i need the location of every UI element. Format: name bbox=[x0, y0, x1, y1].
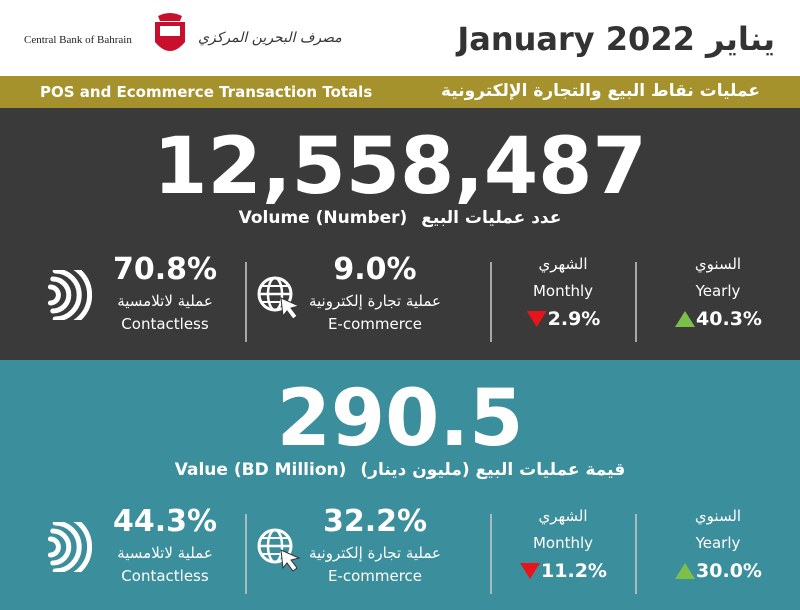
total-label: Volume (Number) عدد عمليات البيع bbox=[239, 208, 562, 228]
big-number: 12,558,487 bbox=[153, 122, 647, 212]
monthly-label-en: Monthly bbox=[532, 534, 594, 552]
contactless-value: 70.8% bbox=[112, 252, 218, 287]
bank-name-ar: مصرف البحرين المركزي bbox=[198, 30, 342, 46]
bank-name-en: Central Bank of Bahrain bbox=[24, 34, 132, 46]
value-section bbox=[0, 360, 800, 610]
change-value: 30.0% bbox=[696, 560, 762, 582]
yearly-change: 30.0% bbox=[674, 560, 762, 582]
contactless-icon bbox=[47, 522, 92, 572]
ecommerce-label-ar: عملية تجارة إلكترونية bbox=[308, 544, 442, 562]
contactless-value: 44.3% bbox=[112, 504, 218, 539]
logo bbox=[155, 13, 185, 51]
monthly-label-ar: الشهري bbox=[538, 255, 588, 273]
banner bbox=[0, 76, 800, 108]
arrow-down bbox=[526, 311, 547, 327]
yearly-label-ar: السنوي bbox=[694, 507, 742, 525]
change-value: 11.2% bbox=[541, 560, 607, 582]
ecommerce-value: 9.0% bbox=[333, 252, 417, 287]
globe-icon bbox=[257, 528, 301, 572]
monthly-change: 11.2% bbox=[519, 560, 607, 582]
yearly-change: 40.3% bbox=[674, 308, 762, 330]
ecommerce-label-ar: عملية تجارة إلكترونية bbox=[308, 292, 442, 310]
yearly-label-en: Yearly bbox=[695, 282, 741, 300]
arrow-up bbox=[675, 311, 696, 327]
volume-section bbox=[0, 108, 800, 360]
monthly-change: 2.9% bbox=[526, 308, 601, 330]
ecommerce-label-en: E-commerce bbox=[327, 567, 423, 585]
yearly-label-ar: السنوي bbox=[694, 255, 742, 273]
contactless-icon bbox=[47, 270, 92, 320]
globe-icon bbox=[257, 276, 301, 320]
total-label: Value (BD Million) قيمة عمليات البيع (ملي… bbox=[175, 460, 625, 480]
banner-ar: عمليات نقاط البيع والتجارة الإلكترونية bbox=[440, 81, 760, 101]
divider bbox=[490, 262, 492, 342]
divider bbox=[635, 514, 637, 594]
contactless-label-ar: عملية لاتلامسية bbox=[117, 292, 213, 310]
arrow-up bbox=[675, 563, 696, 579]
divider bbox=[245, 262, 247, 342]
contactless-label-ar: عملية لاتلامسية bbox=[117, 544, 213, 562]
title-en: January 2022 bbox=[457, 20, 695, 58]
divider bbox=[490, 514, 492, 594]
monthly-label-en: Monthly bbox=[532, 282, 594, 300]
banner-en: POS and Ecommerce Transaction Totals bbox=[40, 83, 373, 101]
big-number: 290.5 bbox=[276, 374, 524, 464]
arrow-down bbox=[520, 563, 541, 579]
title-ar: يناير bbox=[705, 20, 775, 58]
divider bbox=[245, 514, 247, 594]
ecommerce-value: 32.2% bbox=[322, 504, 428, 539]
change-value: 40.3% bbox=[696, 308, 762, 330]
contactless-label-en: Contactless bbox=[121, 567, 209, 585]
contactless-label-en: Contactless bbox=[121, 315, 209, 333]
label-en: Value (BD Million) bbox=[174, 460, 347, 480]
label-ar: عدد عمليات البيع bbox=[421, 208, 562, 228]
label-ar: قيمة عمليات البيع (مليون دينار) bbox=[360, 460, 626, 480]
divider bbox=[635, 262, 637, 342]
ecommerce-label-en: E-commerce bbox=[327, 315, 423, 333]
label-en: Volume (Number) bbox=[238, 208, 408, 228]
change-value: 2.9% bbox=[547, 308, 601, 330]
title: January 2022 يناير bbox=[457, 20, 775, 58]
monthly-label-ar: الشهري bbox=[538, 507, 588, 525]
yearly-label-en: Yearly bbox=[695, 534, 741, 552]
